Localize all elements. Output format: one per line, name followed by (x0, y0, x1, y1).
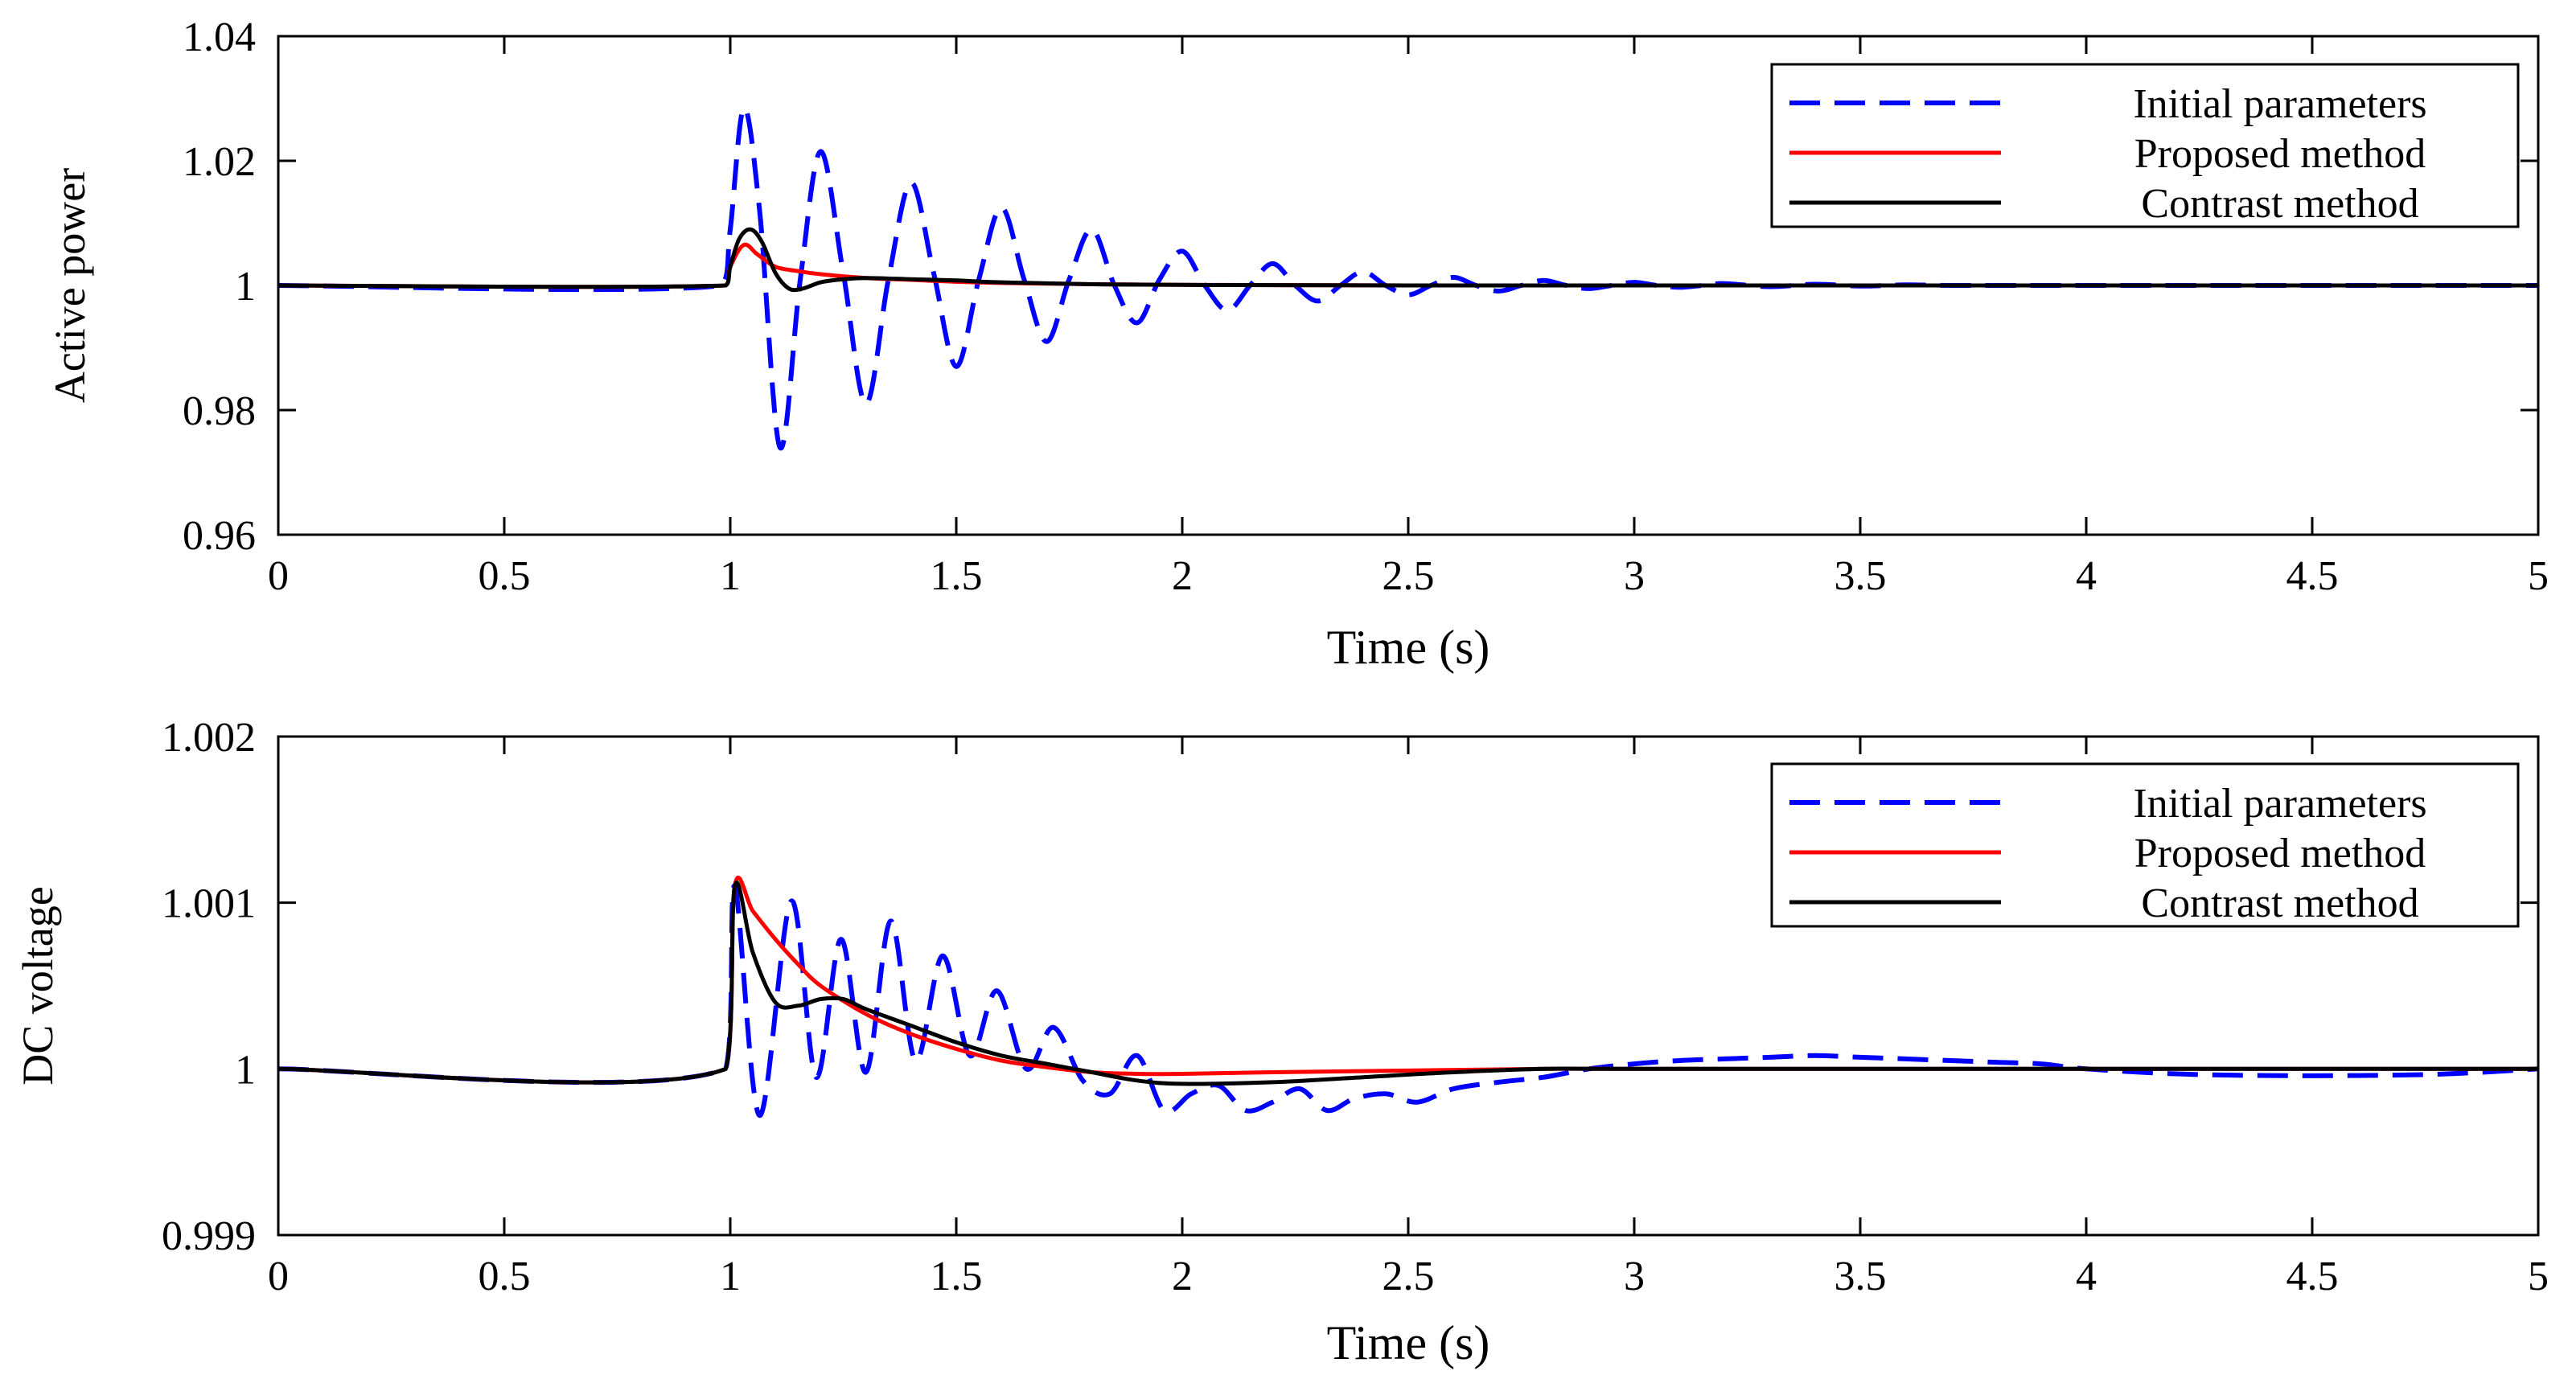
plot-lines-dc-voltage (278, 876, 2538, 1118)
legend-label-proposed-method-dc-voltage: Proposed method (2134, 831, 2426, 876)
legend-label-contrast-method-active-power: Contrast method (2141, 181, 2418, 227)
x-tick-label-dc-voltage: 1.5 (931, 1254, 983, 1299)
x-tick-label-dc-voltage: 0 (268, 1254, 289, 1299)
series-line-initial-parameters-active-power (278, 105, 2538, 451)
x-axis-label-dc-voltage: Time (s) (1327, 1316, 1490, 1369)
x-tick-label-active-power: 1.5 (931, 553, 983, 599)
x-tick-label-active-power: 0.5 (479, 553, 531, 599)
x-tick-label-active-power: 3 (1624, 553, 1645, 599)
x-tick-label-active-power: 1 (720, 553, 741, 599)
y-tick-label-active-power: 0.96 (183, 513, 256, 559)
y-tick-label-active-power: 0.98 (183, 388, 256, 434)
y-tick-label-dc-voltage: 1.002 (162, 715, 256, 761)
x-tick-label-active-power: 4.5 (2286, 553, 2339, 599)
series-line-contrast-method-dc-voltage (278, 880, 2538, 1086)
x-tick-label-dc-voltage: 5 (2528, 1254, 2549, 1299)
y-tick-label-dc-voltage: 0.999 (162, 1213, 256, 1259)
ticks-dc-voltage: 0 0.5 1 1.5 2 2.5 3 3.5 4 4.5 5 0.999 1 1.001 1.002 (162, 715, 2549, 1299)
x-tick-label-dc-voltage: 4.5 (2286, 1254, 2339, 1299)
x-tick-label-active-power: 5 (2528, 553, 2549, 599)
y-tick-label-active-power: 1 (235, 264, 256, 310)
plot-lines-active-power (278, 105, 2538, 451)
x-tick-label-active-power: 0 (268, 553, 289, 599)
series-line-initial-parameters-dc-voltage (278, 883, 2538, 1118)
chart-dc-voltage: 0 0.5 1 1.5 2 2.5 3 3.5 4 4.5 5 0.999 1 1.001 1.002 DC… (14, 715, 2549, 1369)
legend-box-active-power (1770, 63, 2520, 228)
y-tick-label-dc-voltage: 1.001 (162, 881, 256, 927)
y-tick-label-active-power: 1.02 (183, 139, 256, 185)
y-axis-label-dc-voltage: DC voltage (14, 886, 62, 1085)
y-tick-label-active-power: 1.04 (183, 14, 256, 60)
x-tick-label-active-power: 2 (1172, 553, 1193, 599)
x-tick-label-dc-voltage: 2 (1172, 1254, 1193, 1299)
x-tick-label-dc-voltage: 4 (2076, 1254, 2097, 1299)
x-tick-label-dc-voltage: 3 (1624, 1254, 1645, 1299)
x-tick-label-dc-voltage: 0.5 (479, 1254, 531, 1299)
legend-label-proposed-method-active-power: Proposed method (2134, 131, 2426, 177)
x-tick-label-dc-voltage: 2.5 (1382, 1254, 1435, 1299)
x-tick-label-active-power: 3.5 (1834, 553, 1887, 599)
x-tick-label-active-power: 4 (2076, 553, 2097, 599)
legend-label-initial-parameters-dc-voltage: Initial parameters (2133, 781, 2426, 827)
y-axis-label-active-power: Active power (46, 168, 94, 403)
x-tick-label-dc-voltage: 3.5 (1834, 1254, 1887, 1299)
legend-label-contrast-method-dc-voltage: Contrast method (2141, 880, 2418, 926)
legend-label-initial-parameters-active-power: Initial parameters (2133, 81, 2426, 127)
x-tick-label-dc-voltage: 1 (720, 1254, 741, 1299)
chart-active-power: 0 0.5 1 1.5 2 2.5 3 3.5 4 4.5 5 0.96 0.98 1 1.02 1.04 A… (46, 14, 2549, 674)
y-tick-label-dc-voltage: 1 (235, 1047, 256, 1093)
ticks-active-power: 0 0.5 1 1.5 2 2.5 3 3.5 4 4.5 5 0.96 0.98 1 1.02 1.04 (183, 14, 2549, 599)
x-tick-label-active-power: 2.5 (1382, 553, 1435, 599)
x-axis-label-active-power: Time (s) (1327, 621, 1490, 674)
series-line-contrast-method-active-power (278, 227, 2538, 293)
legend-box-dc-voltage (1770, 762, 2520, 928)
